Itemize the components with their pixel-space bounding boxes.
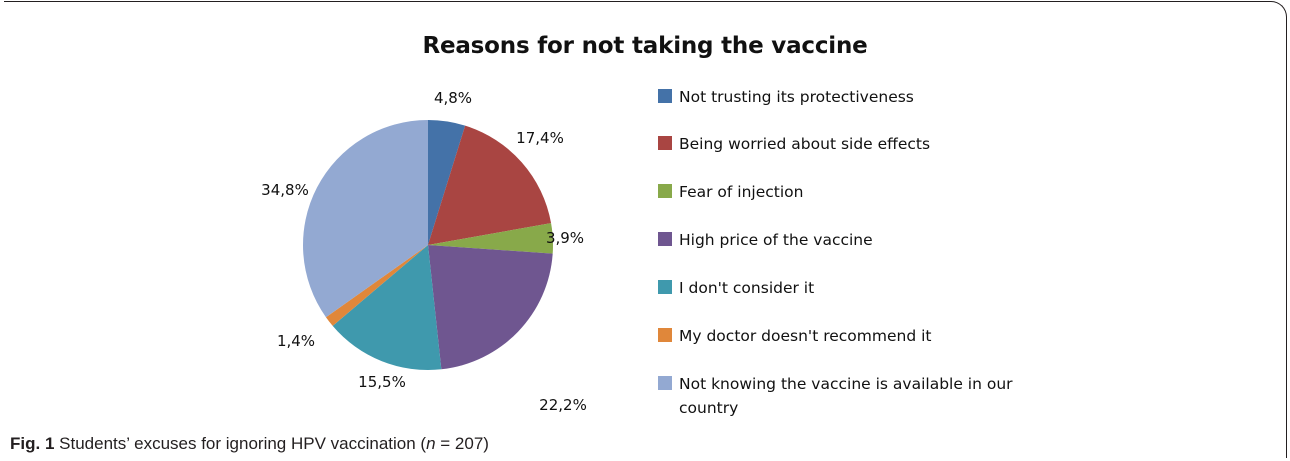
legend-label-7: Not knowing the vaccine is available in … [679, 375, 1013, 417]
pie-slice-3 [428, 223, 553, 254]
slice-label-5: 15,5% [358, 373, 406, 391]
figure-caption: Fig. 1 Students’ excuses for ignoring HP… [10, 434, 489, 454]
pie-slice-7 [302, 120, 428, 318]
slice-label-7: 34,8% [261, 181, 309, 199]
legend-label-6: My doctor doesn't recommend it [679, 327, 932, 345]
caption-n-symbol: n [426, 434, 436, 453]
legend-label-1: Not trusting its protectiveness [679, 88, 914, 106]
figure-number: Fig. 1 [10, 434, 55, 453]
pie-slice-6 [325, 245, 428, 326]
slice-label-4: 22,2% [539, 396, 587, 414]
legend-label-5: I don't consider it [679, 279, 815, 297]
legend-swatch-4 [658, 232, 672, 246]
legend-swatch-1 [658, 89, 672, 103]
legend-label-3: Fear of injection [679, 183, 804, 201]
figure-frame [4, 1, 1287, 458]
legend-swatch-2 [658, 136, 672, 150]
pie-slice-4 [428, 245, 553, 370]
pie-slice-2 [428, 125, 552, 245]
legend-swatch-6 [658, 328, 672, 342]
slice-label-6: 1,4% [277, 332, 315, 350]
pie-slice-5 [332, 245, 442, 371]
caption-text-before: Students’ excuses for ignoring HPV vacci… [59, 434, 427, 453]
legend-label-2: Being worried about side effects [679, 135, 931, 153]
legend-label-4: High price of the vaccine [679, 231, 873, 249]
legend-swatch-3 [658, 184, 672, 198]
slice-label-1: 4,8% [434, 89, 472, 107]
slice-label-3: 3,9% [546, 229, 584, 247]
legend-swatch-5 [658, 280, 672, 294]
caption-text-after: = 207) [435, 434, 489, 453]
slice-label-2: 17,4% [516, 129, 564, 147]
pie-slice-1 [428, 120, 466, 245]
legend-swatch-7 [658, 376, 672, 390]
chart-title: Reasons for not taking the vaccine [422, 33, 868, 59]
